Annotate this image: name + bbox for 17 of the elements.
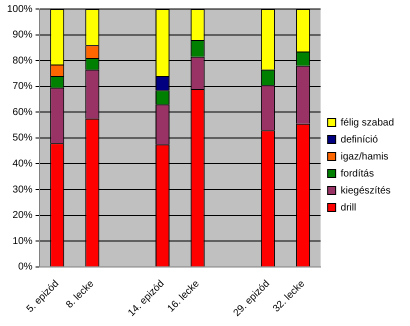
legend-label: definíció [340,134,378,146]
y-tick-label: 100% [7,4,33,15]
y-tick-label: 0% [18,262,33,273]
y-tick-label: 10% [12,236,33,247]
y-tick-label: 70% [12,81,33,92]
y-tick-label: 50% [12,132,33,144]
y-tick-label: 80% [12,55,33,66]
legend-label: igaz/hamis [340,151,388,162]
y-tick-label: 30% [12,184,33,196]
y-tick-label: 40% [12,158,33,170]
legend-label: fordítás [340,168,374,180]
legend-label: kiegészítés [340,185,391,196]
y-tick-label: 60% [12,106,33,118]
y-tick-label: 20% [12,210,33,222]
legend-label: drill [340,202,356,214]
legend-label: félig szabad [340,117,394,128]
y-tick-label: 90% [12,30,33,41]
